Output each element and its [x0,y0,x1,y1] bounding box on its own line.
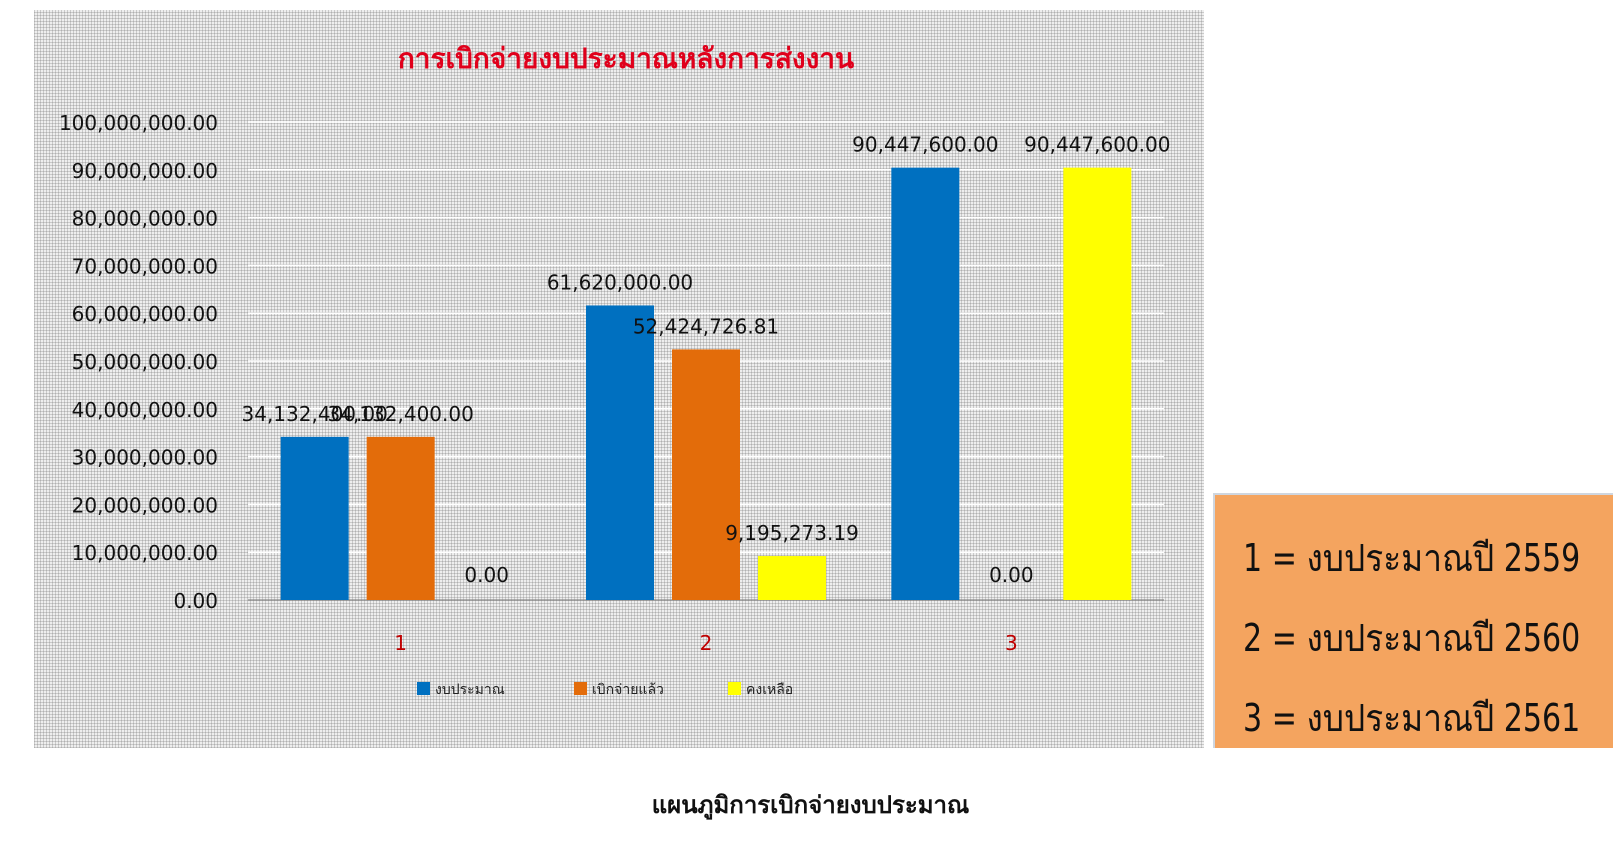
legend-line-3: 3 = งบประมาณปี 2561 [1243,696,1581,740]
legend-label-1: งบประมาณ [435,682,505,698]
data-label: 0.00 [464,563,509,587]
bar-series-3-cat-2 [758,556,826,600]
data-label: 61,620,000.00 [547,270,693,294]
y-tick-label: 60,000,000.00 [72,302,218,326]
data-label: 34,132,400.00 [328,402,474,426]
legend-swatch-2 [574,682,587,695]
y-tick-label: 40,000,000.00 [72,398,218,422]
bar-chart: การเบิกจ่ายงบประมาณหลังการส่งงาน 0.00 10,0… [59,42,1171,698]
y-tick-label: 100,000,000.00 [59,111,218,135]
figure-caption: แผนภูมิการเบิกจ่ายงบประมาณ [651,791,970,819]
y-tick-label: 10,000,000.00 [72,541,218,565]
y-tick-label: 50,000,000.00 [72,350,218,374]
chart-panel: การเบิกจ่ายงบประมาณหลังการส่งงาน 0.00 10,0… [34,10,1204,748]
bar-series-1-cat-3 [891,167,960,601]
y-tick-label: 90,000,000.00 [72,159,218,183]
y-tick-label: 70,000,000.00 [72,254,218,278]
legend-label-3: คงเหลือ [746,682,793,698]
x-category-label: 3 [1005,631,1018,655]
bar-series-3-cat-3 [1063,167,1132,601]
data-label: 90,447,600.00 [852,133,998,157]
data-label: 9,195,273.19 [725,521,859,545]
legend-line-1: 1 = งบประมาณปี 2559 [1243,536,1581,580]
bar-series-2-cat-1 [366,436,435,600]
budget-year-legend-box: 1 = งบประมาณปี 2559 2 = งบประมาณปี 2560 … [1213,493,1613,748]
legend-swatch-1 [417,682,430,695]
bar-series-1-cat-2 [586,305,654,600]
legend-swatch-3 [728,682,741,695]
bar-series-2-cat-2 [672,349,740,600]
data-label: 90,447,600.00 [1024,133,1170,157]
legend-label-2: เบิกจ่ายแล้ว [592,682,664,698]
y-tick-label: 20,000,000.00 [72,493,218,517]
bar-series-1-cat-1 [280,436,349,600]
data-label: 0.00 [989,563,1034,587]
chart-title: การเบิกจ่ายงบประมาณหลังการส่งงาน [398,42,854,75]
x-category-label: 1 [394,631,407,655]
y-tick-label: 30,000,000.00 [72,446,218,470]
x-category-label: 2 [700,631,713,655]
data-label: 34,132,400.00 [242,402,388,426]
legend-line-2: 2 = งบประมาณปี 2560 [1243,616,1581,660]
y-tick-label: 0.00 [173,589,218,613]
data-label: 52,424,726.81 [633,314,779,338]
y-tick-label: 80,000,000.00 [72,207,218,231]
